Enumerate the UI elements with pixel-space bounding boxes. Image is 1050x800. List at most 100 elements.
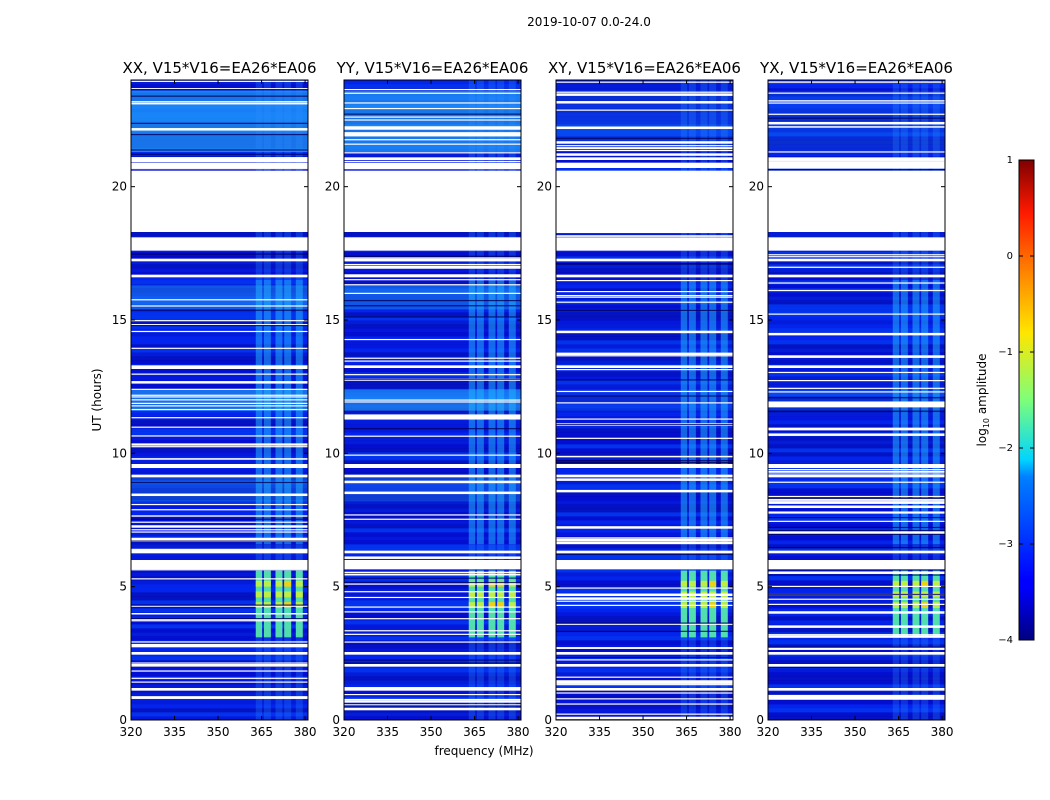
rfi-hotspot [680,580,688,587]
y-tick-label: 10 [325,446,340,460]
flag-block [344,157,521,160]
noise-row [768,388,945,393]
rfi-hotspot [468,591,476,598]
flag-line [556,538,733,542]
y-tick-label: 15 [537,313,552,327]
dark-line [344,305,521,307]
noise-row [768,328,945,333]
rfi-column [709,280,717,544]
noise-row [768,372,945,377]
noise-row [344,168,521,173]
noise-row [556,392,733,397]
noise-row [556,344,733,349]
noise-row [131,632,308,637]
flag-line [556,600,733,602]
noise-row [556,608,733,613]
noise-row [344,600,521,605]
noise-row [344,528,521,533]
flag-line [131,646,308,648]
noise-row [768,144,945,149]
dark-line [131,133,308,136]
noise-row [556,432,733,437]
rfi-hotspot [912,580,920,587]
noise-row [556,292,733,297]
x-tick-label: 350 [420,725,443,739]
noise-row [768,656,945,661]
rfi-hotspot [275,591,283,598]
flag-line [768,433,945,436]
flag-line [768,635,945,638]
noise-row [556,264,733,269]
flag-block [556,474,733,478]
flag-line [768,121,945,125]
dark-line [344,255,521,257]
flag-line [768,694,945,698]
noise-row [131,712,308,717]
flag-line [131,521,308,523]
noise-row [344,328,521,333]
rfi-hotspot [497,602,505,608]
flagged-range [344,237,521,251]
noise-row [768,108,945,113]
flag-line [556,355,733,357]
noise-row [344,440,521,445]
noise-row [768,516,945,521]
noise-row [768,124,945,129]
flag-line [344,699,521,701]
flag-line [556,692,733,694]
noise-row [768,92,945,97]
flag-line [344,263,521,266]
noise-row [131,484,308,489]
noise-row [556,632,733,637]
noise-row [556,612,733,617]
flag-block [556,365,733,368]
noise-row [556,484,733,489]
x-tick-label: 365 [250,725,273,739]
noise-row [344,340,521,345]
x-axis-label: frequency (MHz) [434,744,533,758]
noise-row [556,648,733,653]
noise-row [768,424,945,429]
noise-row [344,308,521,313]
panel-frame [767,79,946,721]
flag-line [556,126,733,128]
y-tick-label: 20 [537,180,552,194]
flag-block [344,365,521,368]
flag-line [344,265,521,269]
noise-row [344,420,521,425]
panel: XY, V15*V16=EA26*EA06 320 335 350 365 380 0 5 10… [537,59,742,739]
flag-block [556,464,733,468]
rfi-hotspot [476,602,484,608]
dark-line [131,88,308,91]
noise-row [556,304,733,309]
x-tick-label: 365 [675,725,698,739]
flag-line [344,418,521,420]
noise-row [556,448,733,453]
noise-row [556,624,733,629]
x-tick-label: 335 [800,725,823,739]
noise-row [768,232,945,237]
noise-row [556,660,733,665]
noise-row [556,284,733,289]
noise-row [768,544,945,549]
y-tick-label: 5 [119,580,127,594]
noise-row [768,676,945,681]
panel-frame [130,79,309,721]
noise-row [131,256,308,261]
noise-row [556,504,733,509]
flag-line [768,520,945,522]
flag-line [556,235,733,237]
flag-block [131,550,308,554]
noise-row [768,280,945,285]
flag-line [344,102,521,104]
flagged-range [556,170,733,232]
colorbar-label-base: log [975,428,989,446]
noise-row [131,420,308,425]
flag-line [768,468,945,471]
flag-line [131,324,308,326]
noise-row [131,312,308,317]
noise-row [131,328,308,333]
flag-line [768,102,945,104]
noise-row [344,492,521,497]
noise-row [556,444,733,449]
